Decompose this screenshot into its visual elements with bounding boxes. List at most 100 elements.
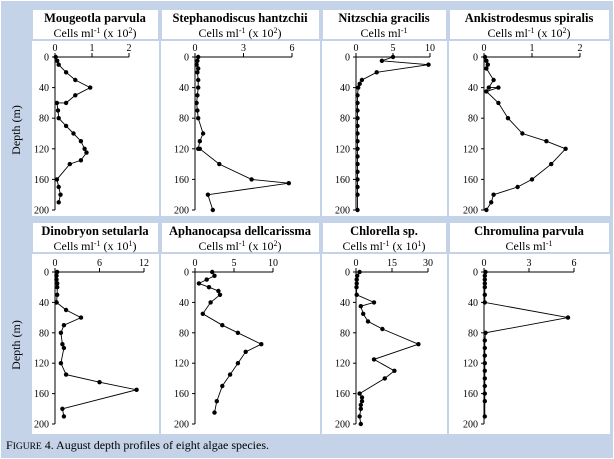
data-point <box>227 372 233 377</box>
data-point <box>214 399 219 404</box>
data-point <box>357 269 362 275</box>
data-point <box>197 146 202 151</box>
data-point <box>88 85 93 90</box>
data-point <box>212 273 217 278</box>
x-tick-label: 30 <box>423 258 433 269</box>
data-point <box>235 361 241 366</box>
header-cell-6 <box>160 221 321 254</box>
y-tick-label: 120 <box>174 144 189 155</box>
y-tick-label: 80 <box>468 114 478 125</box>
data-point <box>358 402 363 408</box>
data-point <box>565 315 571 320</box>
data-point <box>484 207 489 213</box>
data-point <box>355 184 360 190</box>
data-point <box>482 376 487 381</box>
data-point <box>354 292 359 297</box>
data-point <box>78 158 84 163</box>
data-point <box>205 192 211 197</box>
data-point <box>382 376 387 381</box>
figure-caption: FIGURE 4. August depth profiles of eight… <box>6 438 269 452</box>
data-point <box>482 338 487 343</box>
data-point <box>61 345 67 351</box>
data-point <box>55 292 60 297</box>
data-point <box>196 66 201 71</box>
data-point <box>485 62 490 67</box>
y-tick-label: 200 <box>463 206 478 217</box>
data-point <box>355 139 360 144</box>
x-tick-label: 6 <box>572 258 577 269</box>
y-tick-label: 40 <box>39 298 49 309</box>
x-tick-label: 0 <box>193 43 198 54</box>
x-axis-unit: Cells ml-1 (x 102) <box>53 26 136 40</box>
data-point <box>371 357 377 362</box>
data-point <box>63 307 69 313</box>
data-point <box>482 383 487 389</box>
data-point <box>355 93 360 98</box>
y-tick-label: 40 <box>468 83 478 94</box>
data-point <box>355 108 360 113</box>
chart-title: Ankistrodesmus spiralis <box>465 11 594 25</box>
y-axis-label: Depth (m) <box>9 320 23 370</box>
chart-panel-7: Chlorella sp.Cells ml-1 (x 101) 0 15 30 0 40 8… <box>335 224 433 431</box>
x-axis-unit: Cells ml-1 (x 102) <box>487 26 570 40</box>
header-cell-1 <box>31 8 160 41</box>
y-tick-label: 80 <box>39 328 49 339</box>
data-point <box>82 146 87 151</box>
data-point <box>483 269 488 275</box>
data-point <box>482 273 487 278</box>
data-point <box>482 361 487 366</box>
data-point <box>78 315 84 320</box>
data-point <box>200 131 206 136</box>
data-point <box>359 395 365 400</box>
data-point <box>486 85 491 90</box>
data-point <box>235 330 241 335</box>
y-tick-label: 0 <box>184 53 189 64</box>
data-point <box>204 277 209 282</box>
data-point <box>483 330 488 335</box>
data-point <box>54 273 59 278</box>
chart-title: Chromulina parvula <box>474 224 585 238</box>
data-point <box>358 304 363 309</box>
y-tick-label: 80 <box>179 114 189 125</box>
x-tick-label: 1 <box>530 43 535 54</box>
x-tick-label: 3 <box>527 258 532 269</box>
y-tick-label: 160 <box>174 175 189 186</box>
data-point <box>54 100 60 106</box>
y-tick-label: 160 <box>34 175 49 186</box>
data-point <box>355 123 360 129</box>
caption-text: 4. August depth profiles of eight algae … <box>42 438 269 452</box>
y-tick-label: 0 <box>184 268 189 279</box>
y-tick-label: 120 <box>463 359 478 370</box>
data-point <box>220 383 225 389</box>
data-point <box>206 285 212 290</box>
x-axis-unit: Cells ml-1 (x 101) <box>342 239 425 253</box>
data-point <box>56 184 61 190</box>
data-point <box>544 139 549 144</box>
chart-title: Mougeotla parvula <box>44 11 146 25</box>
data-point <box>217 292 223 297</box>
data-point <box>482 414 487 419</box>
data-point <box>358 421 363 427</box>
data-point <box>359 399 365 404</box>
data-point <box>60 406 65 411</box>
data-point <box>216 288 221 294</box>
data-point <box>249 177 254 182</box>
data-point <box>392 368 397 373</box>
data-point <box>55 108 61 113</box>
x-axis-unit: Cells ml-1 (x 102) <box>198 26 281 40</box>
data-point <box>210 269 215 275</box>
data-point <box>482 292 487 297</box>
data-point <box>56 62 61 67</box>
data-point <box>355 146 360 151</box>
series-line <box>55 56 92 203</box>
x-tick-label: 3 <box>241 43 246 54</box>
data-point <box>210 207 215 213</box>
y-tick-label: 0 <box>473 53 478 64</box>
y-tick-label: 120 <box>34 144 49 155</box>
data-point <box>549 161 554 167</box>
data-point <box>55 269 60 275</box>
y-tick-label: 160 <box>463 389 478 400</box>
